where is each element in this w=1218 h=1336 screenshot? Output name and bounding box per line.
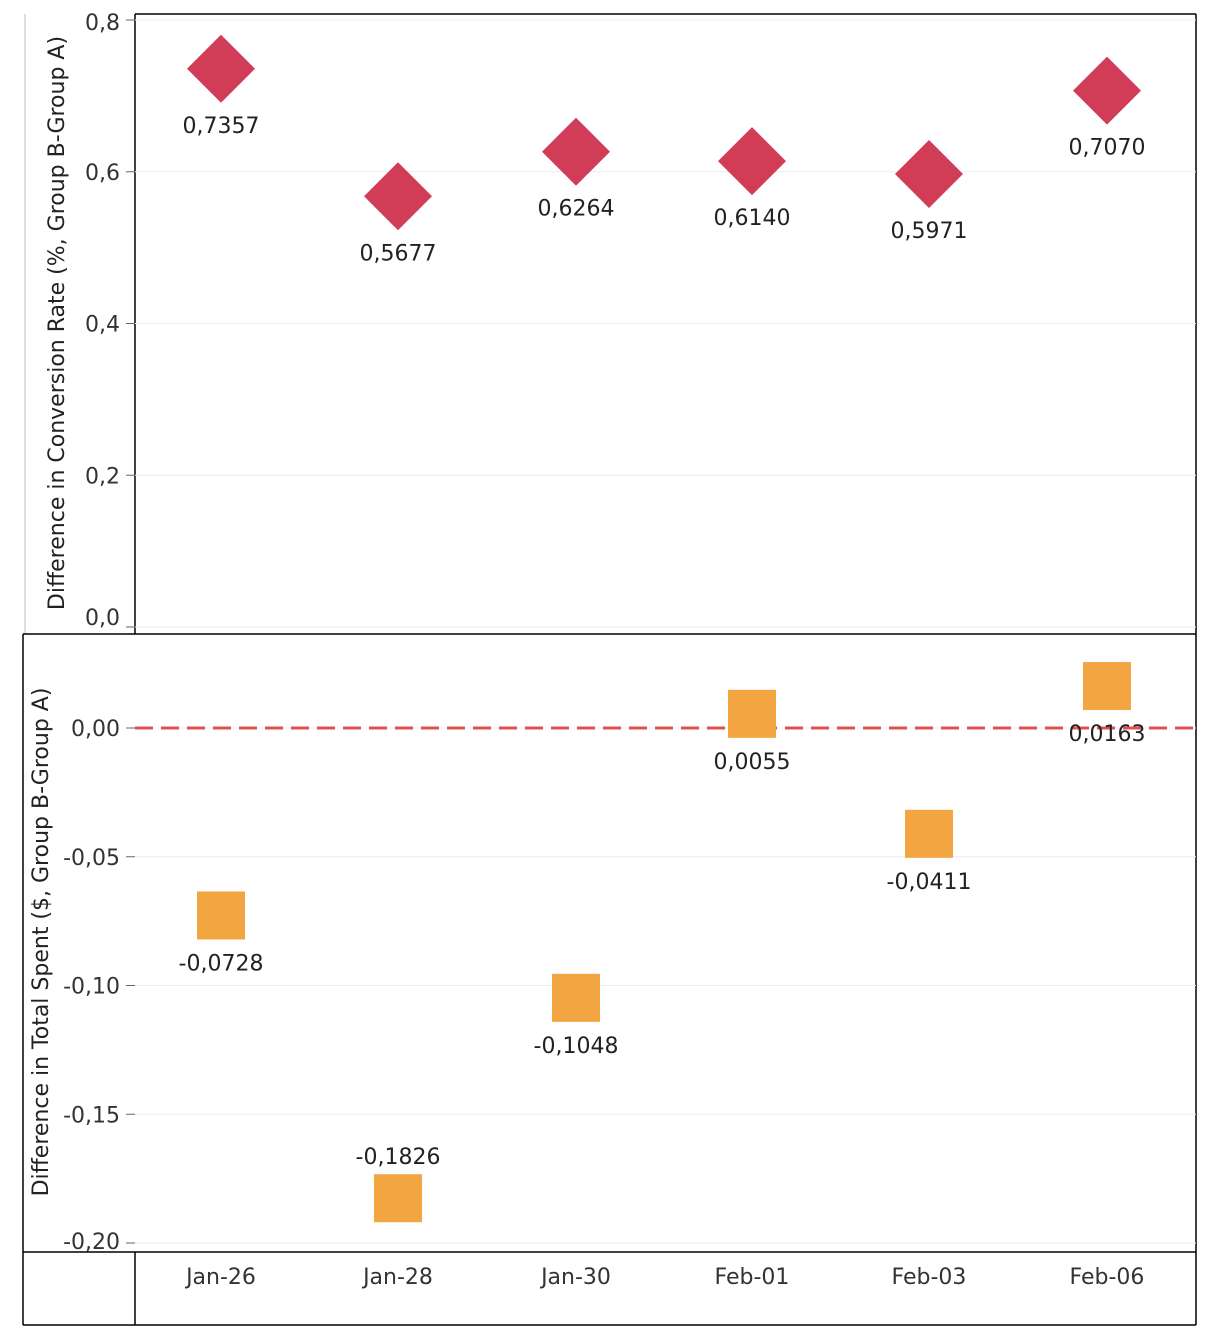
spent-square-marker — [552, 973, 600, 1022]
conversion-diamond-marker — [187, 34, 255, 103]
x-axis-tick-label: Jan-28 — [361, 1265, 433, 1290]
x-axis-tick-label: Jan-30 — [539, 1265, 611, 1290]
bottom-data-label: -0,1048 — [534, 1034, 619, 1059]
top-y-tick-label: 0,0 — [85, 606, 120, 631]
conversion-diamond-marker — [1073, 56, 1141, 125]
spent-square-marker — [728, 689, 776, 738]
x-axis-tick-label: Feb-03 — [892, 1265, 967, 1290]
top-data-label: 0,7357 — [183, 114, 260, 139]
top-y-tick-label: 0,2 — [85, 464, 120, 489]
frames — [22, 13, 1197, 1326]
spent-square-marker — [374, 1174, 422, 1223]
spent-square-marker — [1083, 662, 1131, 711]
bottom-data-label: 0,0055 — [714, 750, 791, 775]
top-y-tick-label: 0,6 — [85, 161, 120, 186]
bottom-data-label: -0,0411 — [887, 870, 972, 895]
bottom-data-label: 0,0163 — [1069, 722, 1146, 747]
bottom-y-axis-title: Difference in Total Spent ($, Group B-Gr… — [29, 688, 54, 1197]
x-axis-tick-label: Feb-06 — [1070, 1265, 1145, 1290]
marks-layer: 0,7357 0,5677 0,6264 0,6140 0,5971 0,7070 -0,0… — [179, 34, 1146, 1223]
bottom-data-label: -0,1826 — [356, 1145, 441, 1170]
conversion-diamond-marker — [542, 117, 610, 186]
top-y-tick-label: 0,8 — [85, 11, 120, 36]
spent-square-marker — [197, 891, 245, 940]
top-data-label: 0,6140 — [714, 206, 791, 231]
bottom-data-label: -0,0728 — [179, 951, 264, 976]
conversion-diamond-marker — [718, 127, 786, 196]
top-data-label: 0,7070 — [1069, 136, 1146, 161]
top-y-tick-label: 0,4 — [85, 313, 120, 338]
x-axis-tick-label: Jan-26 — [184, 1265, 256, 1290]
top-y-axis-title: Difference in Conversion Rate (%, Group … — [45, 36, 70, 610]
gridlines: 0,0 0,2 0,4 0,6 0,8 0,00 -0,05 -0,10 -0,15 -0,20 — [63, 11, 1196, 1255]
spent-square-marker — [905, 809, 953, 858]
x-axis-tick-label: Feb-01 — [715, 1265, 790, 1290]
conversion-diamond-marker — [364, 162, 432, 231]
top-data-label: 0,6264 — [538, 197, 615, 222]
conversion-diamond-marker — [895, 139, 963, 208]
bottom-y-tick-label: 0,00 — [71, 717, 120, 742]
bottom-y-tick-label: -0,05 — [63, 846, 120, 871]
bottom-y-tick-label: -0,15 — [63, 1103, 120, 1128]
bottom-y-tick-label: -0,10 — [63, 975, 120, 1000]
bottom-y-tick-label: -0,20 — [63, 1230, 120, 1255]
top-data-label: 0,5677 — [360, 241, 437, 266]
top-data-label: 0,5971 — [891, 219, 968, 244]
